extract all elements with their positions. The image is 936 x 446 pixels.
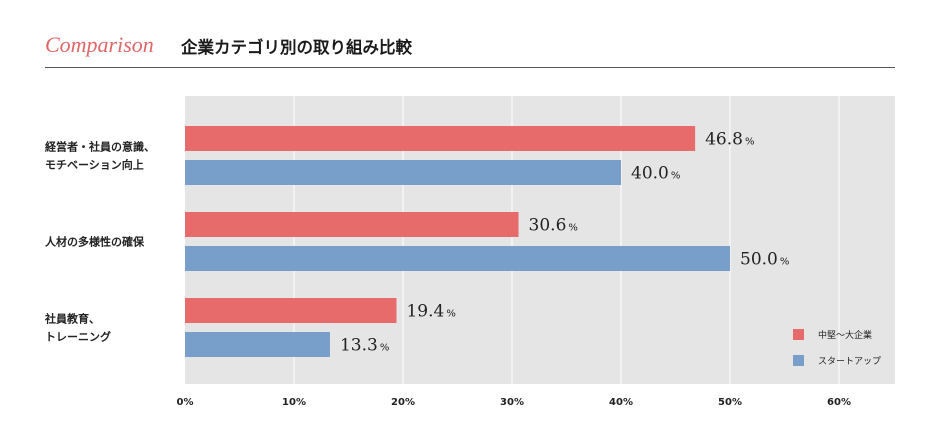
category-label: 人材の多様性の確保 <box>45 235 145 249</box>
data-label-unit: % <box>568 223 578 234</box>
bar <box>185 246 730 271</box>
x-tick-label: 30% <box>500 397 524 408</box>
x-tick-label: 10% <box>282 397 306 408</box>
x-tick-label: 40% <box>609 397 633 408</box>
legend-label: 中堅〜大企業 <box>818 329 872 341</box>
x-tick-label: 0% <box>177 397 194 408</box>
legend-swatch <box>793 355 804 366</box>
x-tick-label: 60% <box>827 397 851 408</box>
data-label-unit: % <box>780 257 790 268</box>
data-label: 50.0% <box>740 250 789 270</box>
x-tick-label: 20% <box>391 397 415 408</box>
data-label: 30.6% <box>529 216 578 236</box>
header-divider <box>45 67 895 68</box>
legend-swatch <box>793 329 804 340</box>
data-label-unit: % <box>380 343 390 354</box>
header-tag: Comparison <box>45 32 154 57</box>
legend-label: スタートアップ <box>818 356 881 367</box>
bar <box>185 126 696 151</box>
category-label: 社員教育、 <box>44 312 100 326</box>
bar <box>185 160 621 185</box>
category-label: 経営者・社員の意識、 <box>45 140 155 154</box>
category-label: トレーニング <box>45 330 111 344</box>
chart-title: 企業カテゴリ別の取り組み比較 <box>181 38 412 57</box>
data-label: 46.8% <box>705 130 754 150</box>
bar <box>185 298 397 323</box>
data-label: 19.4% <box>406 302 455 322</box>
category-label: モチベーション向上 <box>45 158 144 172</box>
data-label: 40.0% <box>631 164 680 184</box>
header: Comparison 企業カテゴリ別の取り組み比較 <box>45 30 895 66</box>
data-label-unit: % <box>745 137 755 148</box>
data-label-unit: % <box>446 309 456 320</box>
x-tick-label: 50% <box>718 397 742 408</box>
data-label: 13.3% <box>340 336 389 356</box>
bar <box>185 212 519 237</box>
bar <box>185 332 330 357</box>
data-label-unit: % <box>671 171 681 182</box>
